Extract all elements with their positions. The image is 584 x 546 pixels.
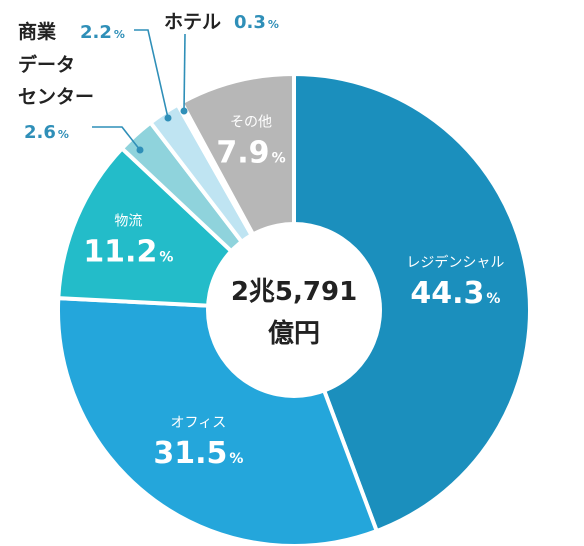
- callout-label-data-center-line2: センター: [18, 86, 94, 108]
- leader-line-data-center: [92, 126, 141, 151]
- center-hole: [206, 222, 382, 398]
- slice-value-residential: 44.3%: [410, 276, 500, 311]
- center-total-amount: 2兆5,791: [231, 277, 357, 307]
- slice-label-office: オフィス: [171, 415, 227, 431]
- leader-dot-hotel: [180, 107, 188, 115]
- leader-line-hotel: [183, 33, 186, 112]
- callout-value-data-center: 2.6%: [24, 122, 69, 143]
- slice-residential: [292, 72, 532, 534]
- slice-value-logistics: 11.2%: [83, 235, 173, 270]
- slice-value-other: 7.9%: [216, 135, 285, 170]
- slice-label-other: その他: [230, 114, 272, 130]
- labels-group: レジデンシャル 44.3 % オフィス 31.5 % 物流 11.2 % その他 7.9 % データセン…: [18, 11, 504, 471]
- callout-value-commercial: 2.2%: [80, 22, 125, 43]
- callout-label-commercial: 商業: [18, 20, 57, 43]
- leader-lines-group: [92, 29, 188, 154]
- callout-label-data-center-line1: データ: [18, 53, 75, 76]
- center-total-unit: 億円: [268, 319, 320, 349]
- leader-dot-commercial: [164, 114, 172, 122]
- leader-line-commercial: [134, 29, 169, 119]
- slice-label-logistics: 物流: [114, 214, 142, 230]
- callout-value-hotel: 0.3%: [234, 12, 279, 33]
- slice-label-residential: レジデンシャル: [406, 254, 504, 271]
- leader-dot-data-center: [136, 146, 144, 154]
- slice-value-office: 31.5%: [153, 436, 243, 471]
- callout-label-hotel: ホテル: [164, 11, 221, 33]
